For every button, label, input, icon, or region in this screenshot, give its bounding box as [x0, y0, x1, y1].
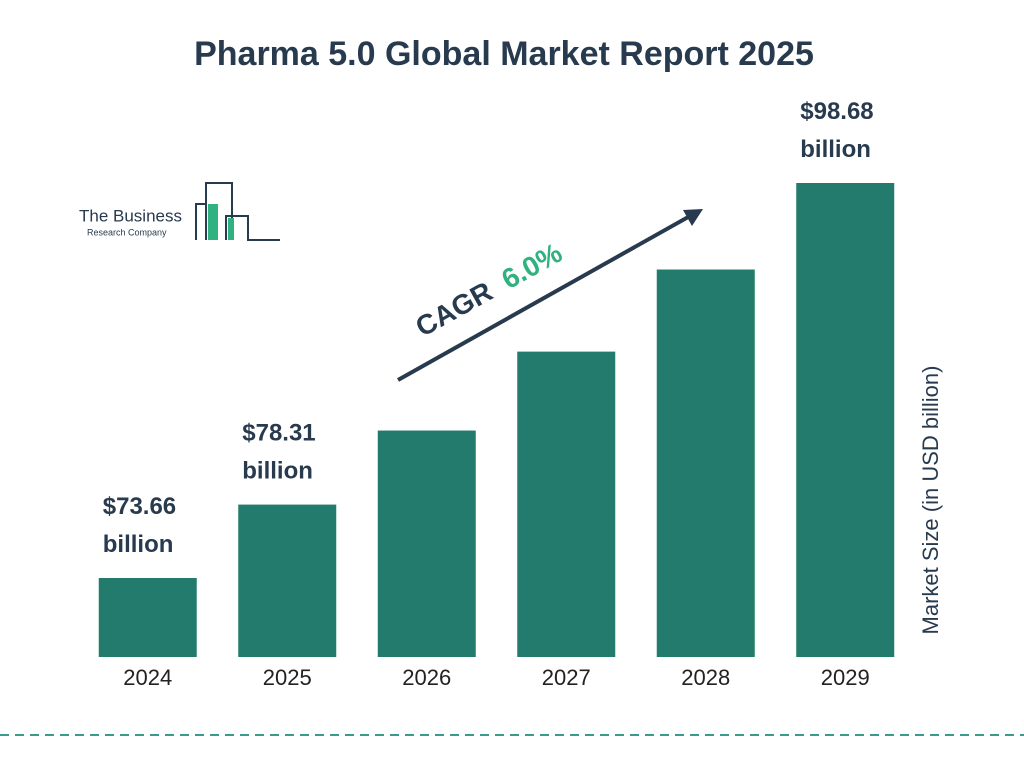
- cagr-arrow: [397, 214, 691, 382]
- logo: The Business Research Company: [79, 182, 280, 241]
- logo-bar: [208, 204, 218, 240]
- x-tick-label: 2027: [542, 665, 591, 690]
- cagr-arrowhead: [683, 209, 703, 226]
- logo-line1: The Business: [79, 206, 182, 225]
- logo-bar: [228, 218, 234, 240]
- logo-outline: [195, 182, 280, 241]
- x-tick-label: 2028: [681, 665, 730, 690]
- x-tick-label: 2026: [402, 665, 451, 690]
- bar: [517, 351, 616, 657]
- value-label: $73.66 billion: [103, 493, 176, 558]
- x-tick-label: 2024: [123, 665, 172, 690]
- value-label: $78.31 billion: [242, 420, 315, 485]
- x-tick-label: 2025: [263, 665, 312, 690]
- cagr-rate: 6.0%: [497, 237, 568, 295]
- chart-title: Pharma 5.0 Global Market Report 2025: [194, 35, 814, 73]
- bar: [796, 183, 895, 657]
- logo-line2: Research Company: [87, 227, 167, 237]
- y-axis-label: Market Size (in USD billion): [918, 366, 943, 635]
- bar: [377, 430, 476, 657]
- bar: [238, 504, 337, 657]
- bar: [656, 269, 755, 657]
- x-tick-label: 2029: [821, 665, 870, 690]
- bar: [98, 578, 197, 657]
- value-label: $98.68 billion: [800, 98, 873, 163]
